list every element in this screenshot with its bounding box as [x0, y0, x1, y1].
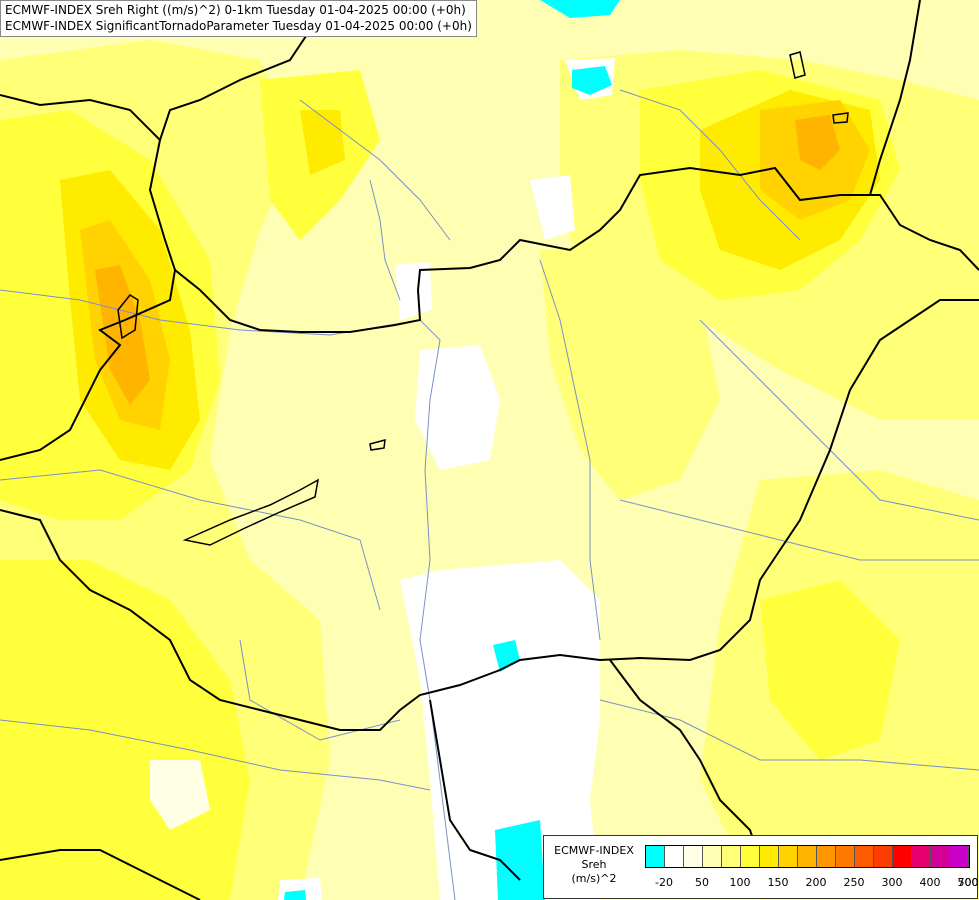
- legend-tick-label: 400: [919, 876, 941, 889]
- legend-tick-label: -20: [655, 876, 673, 889]
- legend-tick-label: 100: [729, 876, 751, 889]
- legend-swatch: [665, 846, 684, 867]
- lakes: [117, 51, 849, 546]
- legend-ticks: -20 50 100 150 200 250 300 400 500 700: [645, 876, 978, 890]
- legend-swatch: [931, 846, 950, 867]
- legend-swatch: [722, 846, 741, 867]
- legend-tick-label: 50: [695, 876, 709, 889]
- legend-tick-label: 700: [957, 876, 979, 889]
- legend-unit: (m/s)^2: [571, 872, 617, 885]
- legend-swatch: [703, 846, 722, 867]
- legend-swatch: [836, 846, 855, 867]
- legend-swatch: [817, 846, 836, 867]
- legend-swatch: [950, 846, 969, 867]
- legend-tick-label: 300: [881, 876, 903, 889]
- legend-title: ECMWF-INDEX Sreh (m/s)^2: [546, 844, 642, 886]
- legend-tick-label: 200: [805, 876, 827, 889]
- legend-swatch: [855, 846, 874, 867]
- legend-swatches: [645, 845, 970, 868]
- title-line-2: ECMWF-INDEX SignificantTornadoParameter …: [5, 19, 472, 33]
- legend-swatch: [893, 846, 912, 867]
- legend-param: Sreh: [581, 858, 607, 871]
- title-box: ECMWF-INDEX Sreh Right ((m/s)^2) 0-1km T…: [0, 0, 477, 37]
- legend-swatch: [874, 846, 893, 867]
- legend-swatch: [798, 846, 817, 867]
- legend-swatch: [684, 846, 703, 867]
- legend-swatch: [646, 846, 665, 867]
- legend-tick-label: 500: [957, 876, 979, 889]
- color-legend: ECMWF-INDEX Sreh (m/s)^2 -20 50 100 150 200 2…: [543, 835, 979, 899]
- legend-swatch: [912, 846, 931, 867]
- rivers: [0, 89, 979, 900]
- title-line-1: ECMWF-INDEX Sreh Right ((m/s)^2) 0-1km T…: [5, 3, 466, 17]
- legend-swatch: [760, 846, 779, 867]
- legend-swatch: [779, 846, 798, 867]
- legend-swatch: [741, 846, 760, 867]
- legend-tick-label: 250: [843, 876, 865, 889]
- legend-tick-label: 150: [767, 876, 789, 889]
- legend-source: ECMWF-INDEX: [554, 844, 634, 857]
